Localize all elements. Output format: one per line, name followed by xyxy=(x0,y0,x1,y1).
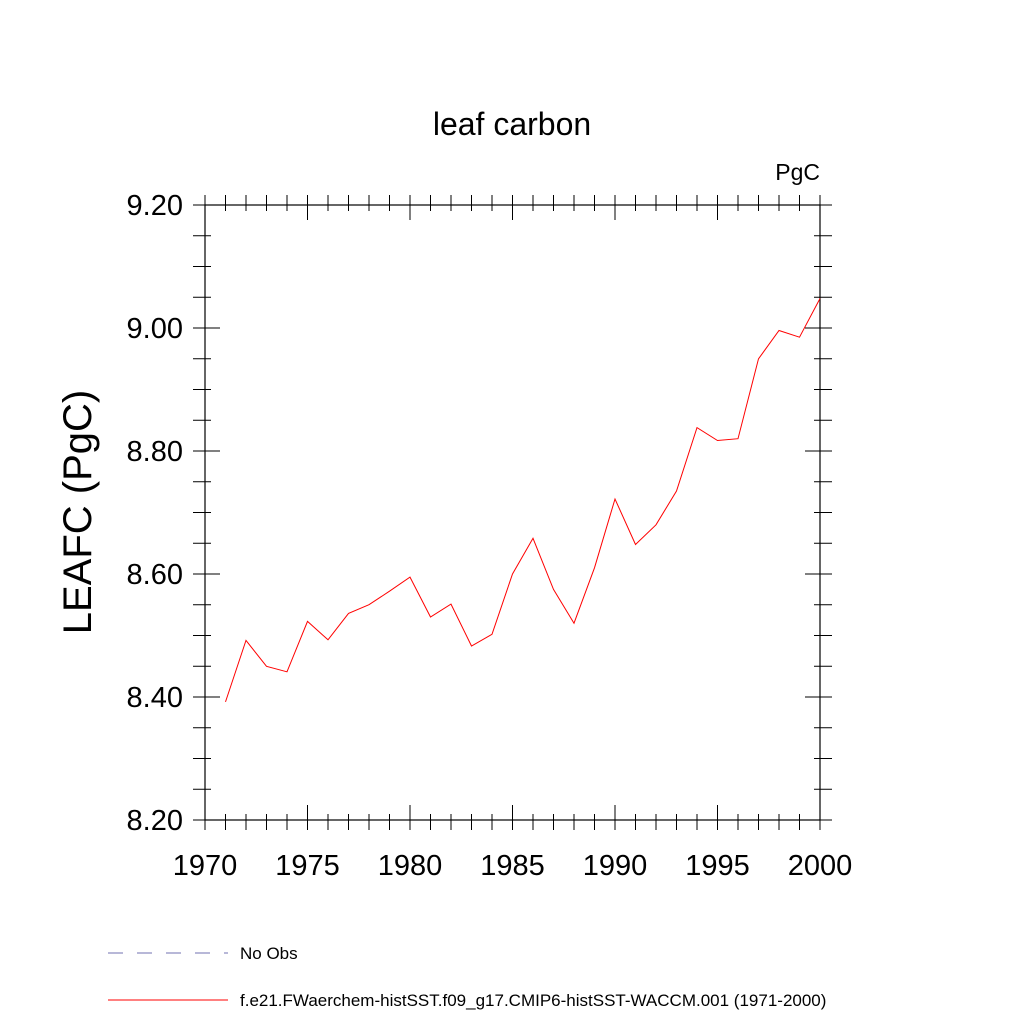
legend-label-1: No Obs xyxy=(240,944,298,963)
axis-tick-labels: 1970 1975 1980 1985 1990 1995 2000 8.20 8.40 8.60… xyxy=(127,190,853,882)
x-tick-label: 1980 xyxy=(378,850,443,882)
y-axis-label: LEAFC (PgC) xyxy=(56,390,100,635)
x-tick-label: 1970 xyxy=(173,850,238,882)
series-line-0 xyxy=(225,298,821,703)
series-layer xyxy=(225,298,821,703)
units-label: PgC xyxy=(775,159,820,185)
chart-title: leaf carbon xyxy=(433,106,591,142)
y-tick-label: 9.00 xyxy=(127,313,183,345)
y-tick-label: 8.60 xyxy=(127,559,183,591)
y-tick-label: 8.40 xyxy=(127,682,183,714)
x-tick-label: 1975 xyxy=(275,850,340,882)
x-tick-label: 1985 xyxy=(480,850,545,882)
y-tick-label: 8.80 xyxy=(127,436,183,468)
y-tick-label: 9.20 xyxy=(127,190,183,222)
x-tick-label: 1995 xyxy=(685,850,750,882)
x-tick-label: 2000 xyxy=(788,850,853,882)
y-tick-label: 8.20 xyxy=(127,805,183,837)
x-tick-label: 1990 xyxy=(583,850,648,882)
axis-ticks xyxy=(193,195,832,830)
legend-label-0: f.e21.FWaerchem-histSST.f09_g17.CMIP6-hi… xyxy=(240,991,826,1010)
plot-frame xyxy=(204,204,821,821)
legend: No Obs f.e21.FWaerchem-histSST.f09_g17.CM… xyxy=(108,944,826,1010)
